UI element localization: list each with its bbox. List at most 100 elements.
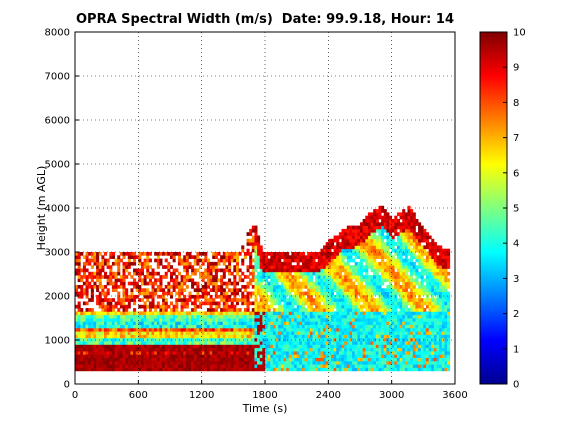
heatmap-cell	[206, 331, 210, 335]
heatmap-cell	[228, 268, 232, 273]
heatmap-cell	[341, 265, 345, 269]
heatmap-cell	[304, 347, 308, 352]
heatmap-cell	[341, 261, 345, 266]
heatmap-cell	[439, 327, 443, 332]
heatmap-cell	[431, 255, 435, 259]
heatmap-cell	[418, 281, 422, 286]
heatmap-cell	[315, 341, 319, 345]
heatmap-cell	[367, 364, 371, 368]
heatmap-cell	[402, 318, 406, 322]
heatmap-cell	[354, 308, 358, 312]
heatmap-cell	[291, 357, 295, 362]
heatmap-cell	[80, 337, 84, 342]
heatmap-cell	[278, 341, 282, 345]
heatmap-cell	[399, 261, 403, 266]
heatmap-cell	[254, 327, 258, 332]
heatmap-cell	[220, 268, 224, 273]
heatmap-cell	[267, 304, 271, 309]
heatmap-cell	[383, 331, 387, 335]
heatmap-cell	[214, 288, 218, 292]
heatmap-cell	[127, 324, 131, 329]
heatmap-cell	[412, 321, 416, 325]
heatmap-cell	[357, 252, 361, 256]
heatmap-cell	[272, 311, 276, 316]
heatmap-cell	[119, 285, 123, 289]
heatmap-cell	[360, 225, 364, 230]
heatmap-cell	[254, 261, 258, 266]
heatmap-cell	[148, 354, 152, 358]
heatmap-cell	[381, 301, 385, 306]
heatmap-cell	[420, 334, 424, 339]
heatmap-cell	[338, 268, 342, 273]
heatmap-cell	[130, 327, 134, 332]
heatmap-cell	[296, 271, 300, 276]
heatmap-cell	[286, 268, 290, 273]
heatmap-cell	[404, 298, 408, 302]
heatmap-cell	[222, 288, 226, 292]
heatmap-cell	[375, 331, 379, 335]
heatmap-cell	[412, 232, 416, 236]
heatmap-cell	[433, 252, 437, 256]
heatmap-cell	[296, 341, 300, 345]
heatmap-cell	[241, 248, 245, 253]
heatmap-cell	[330, 258, 335, 263]
heatmap-cell	[135, 337, 139, 342]
heatmap-cell	[412, 331, 416, 335]
heatmap-cell	[249, 351, 253, 355]
heatmap-cell	[415, 222, 419, 226]
heatmap-cell	[433, 242, 437, 246]
heatmap-cell	[402, 222, 406, 226]
heatmap-cell	[307, 354, 311, 358]
heatmap-cell	[188, 360, 192, 365]
heatmap-cell	[180, 281, 184, 286]
heatmap-cell	[138, 341, 142, 345]
heatmap-cell	[154, 367, 158, 372]
heatmap-cell	[404, 232, 408, 236]
heatmap-cell	[365, 314, 369, 319]
heatmap-cell	[88, 367, 92, 372]
heatmap-cell	[423, 232, 427, 236]
heatmap-cell	[199, 252, 203, 256]
heatmap-cell	[172, 367, 176, 372]
heatmap-cell	[88, 341, 92, 345]
heatmap-cell	[378, 245, 382, 250]
heatmap-cell	[80, 327, 84, 332]
heatmap-cell	[444, 261, 448, 266]
heatmap-cell	[423, 261, 427, 266]
heatmap-cell	[135, 331, 139, 335]
heatmap-cell	[201, 311, 205, 316]
heatmap-cell	[304, 337, 308, 342]
heatmap-cell	[280, 288, 284, 292]
heatmap-cell	[96, 318, 100, 322]
heatmap-cell	[233, 288, 237, 292]
heatmap-cell	[428, 324, 432, 329]
heatmap-cell	[309, 271, 313, 276]
heatmap-cell	[217, 347, 221, 352]
heatmap-cell	[349, 252, 353, 256]
heatmap-cell	[85, 341, 89, 345]
heatmap-cell	[425, 331, 430, 335]
heatmap-cell	[122, 278, 126, 283]
heatmap-cell	[407, 225, 411, 230]
heatmap-cell	[389, 232, 393, 236]
heatmap-cell	[415, 351, 419, 355]
heatmap-cell	[396, 281, 400, 286]
heatmap-cell	[138, 278, 142, 283]
heatmap-cell	[278, 301, 282, 306]
heatmap-cell	[146, 357, 150, 362]
heatmap-cell	[436, 357, 440, 362]
heatmap-cell	[375, 344, 379, 349]
heatmap-cell	[396, 351, 400, 355]
heatmap-cell	[267, 354, 271, 358]
heatmap-cell	[367, 351, 371, 355]
heatmap-cell	[399, 285, 403, 289]
heatmap-cell	[254, 344, 258, 349]
heatmap-cell	[206, 285, 210, 289]
heatmap-cell	[412, 347, 416, 352]
heatmap-cell	[235, 351, 240, 355]
heatmap-cell	[246, 321, 250, 325]
heatmap-cell	[267, 364, 271, 368]
heatmap-cell	[254, 255, 258, 259]
heatmap-cell	[344, 268, 348, 273]
heatmap-cell	[104, 258, 108, 263]
